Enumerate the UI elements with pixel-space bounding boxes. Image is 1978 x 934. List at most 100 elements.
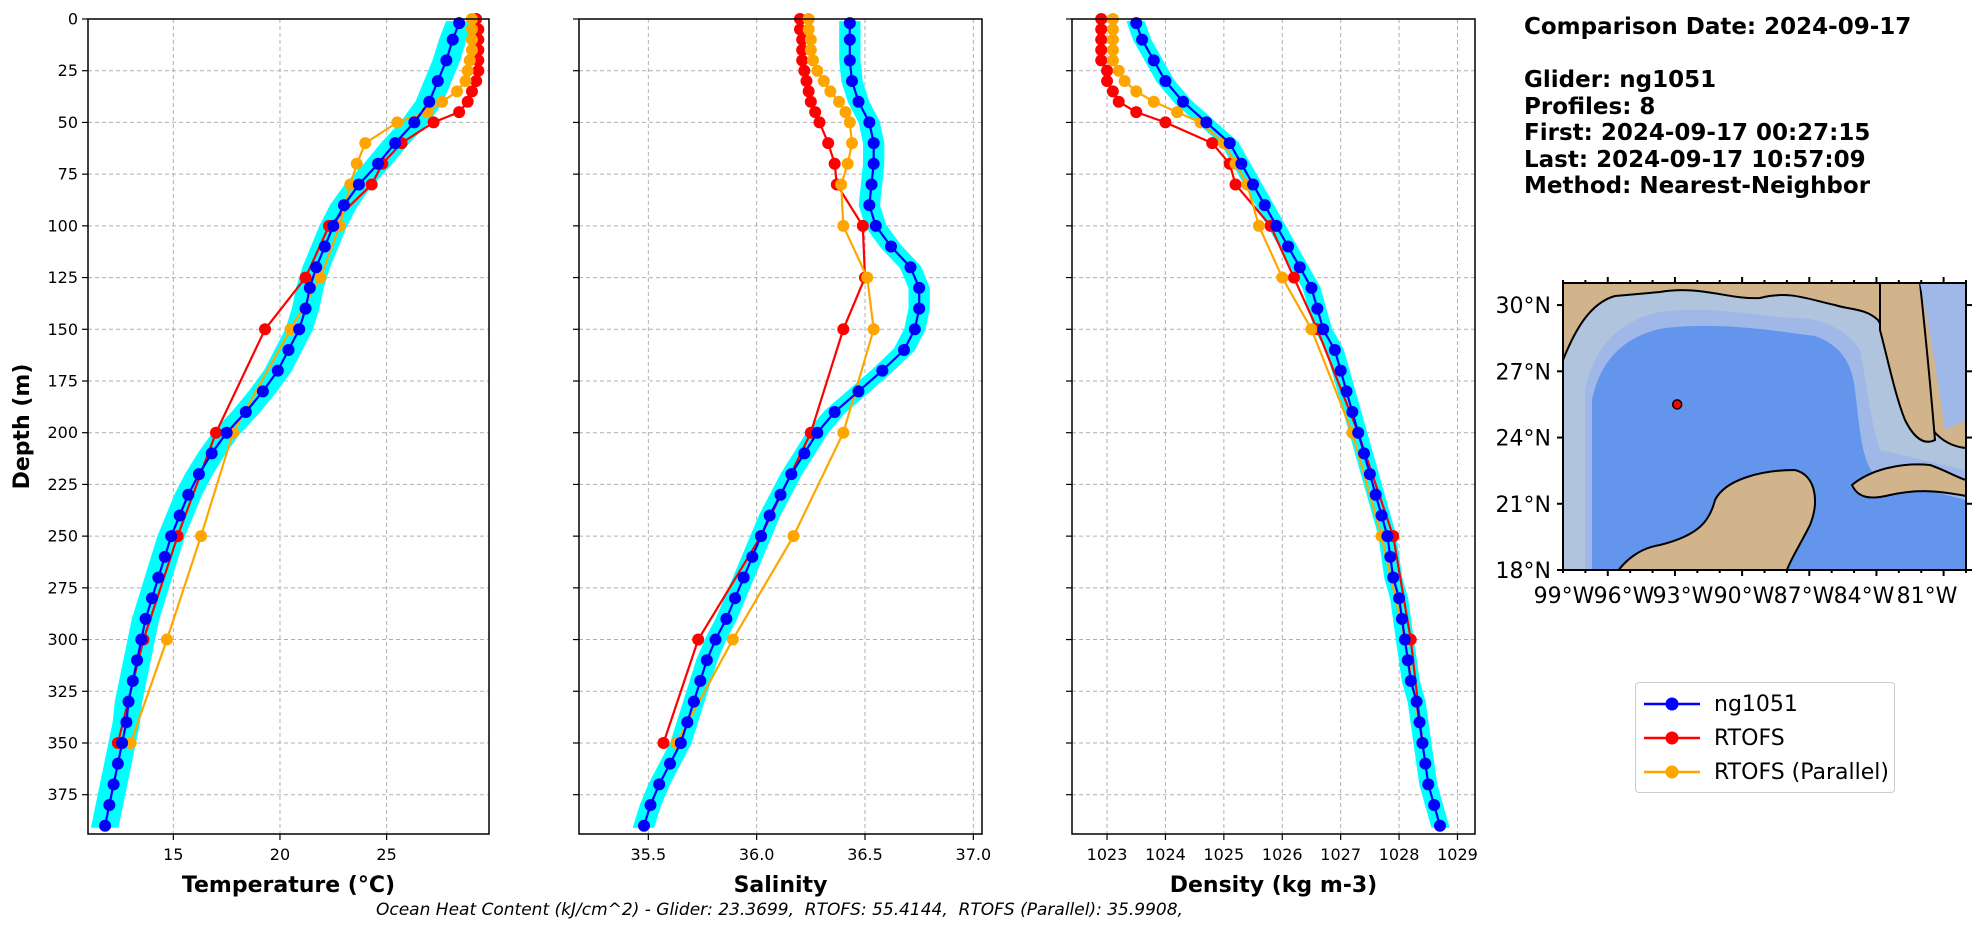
ocean-heat-content-caption: Ocean Heat Content (kJ/cm^2) - Glider: 2… (376, 900, 1183, 920)
data-point-glider (1398, 633, 1411, 646)
data-point-rtofs (453, 106, 466, 119)
data-point-glider (158, 550, 171, 563)
data-point-glider (1393, 592, 1406, 605)
legend-rtofs-swatch (1644, 731, 1700, 745)
data-point-glider (843, 33, 856, 46)
x-tick-label: 1025 (1203, 845, 1244, 864)
data-point-glider (1369, 488, 1382, 501)
density-panel: 1023 1024 1025 1026 1027 1028 1029 Density (kg … (1066, 13, 1478, 898)
data-point-rtofs (798, 64, 811, 77)
data-point-glider (131, 654, 144, 667)
data-point-glider (1328, 343, 1341, 356)
data-point-glider (299, 302, 312, 315)
data-point-rtofs-parallel (833, 95, 845, 108)
data-point-glider (116, 736, 129, 749)
data-point-glider (846, 75, 858, 88)
map-lat-label: 27°N (1496, 360, 1551, 385)
data-point-glider (111, 757, 124, 770)
interpolation-method: Method: Nearest-Neighbor (1524, 173, 1871, 199)
data-point-rtofs-parallel (461, 64, 474, 77)
data-point-rtofs (299, 271, 312, 284)
map-lat-label: 18°N (1496, 559, 1551, 584)
data-point-rtofs (1106, 85, 1119, 98)
x-tick-label: 37.0 (956, 845, 992, 864)
data-point-glider (852, 385, 865, 398)
data-point-glider (1352, 426, 1365, 439)
data-point-glider (785, 468, 798, 481)
y-axis-label: Depth (m) (10, 364, 35, 490)
data-point-rtofs (796, 33, 809, 46)
data-point-glider (440, 54, 453, 67)
data-point-rtofs-parallel (1171, 106, 1184, 119)
data-point-glider (664, 757, 676, 770)
data-point-rtofs-parallel (843, 116, 856, 129)
data-point-glider (674, 736, 687, 749)
data-point-glider (1282, 240, 1295, 253)
data-point-glider (122, 695, 135, 708)
data-point-glider (152, 571, 165, 584)
data-point-glider (1159, 75, 1172, 88)
data-point-rtofs-parallel (284, 323, 297, 336)
data-point-glider (700, 654, 713, 667)
data-point-rtofs-parallel (465, 23, 478, 36)
data-point-glider (453, 17, 466, 30)
map-lat-label: 21°N (1496, 493, 1551, 518)
axes-frame (87, 18, 490, 835)
data-point-rtofs (800, 75, 813, 88)
data-point-rtofs-parallel (837, 219, 850, 232)
data-point-glider (709, 633, 722, 646)
data-point-glider (165, 530, 178, 543)
series-line-glider (1135, 22, 1442, 827)
data-point-glider (126, 674, 139, 687)
series-line-glider (642, 23, 921, 827)
data-point-glider (774, 488, 787, 501)
x-axis-label: Density (kg m-3) (1170, 873, 1378, 898)
data-point-rtofs-parallel (1276, 271, 1289, 284)
data-point-glider (653, 778, 666, 791)
data-point-rtofs (465, 85, 478, 98)
data-point-glider (431, 75, 444, 88)
data-point-rtofs (1101, 64, 1114, 77)
data-point-glider (1422, 778, 1435, 791)
data-point-rtofs (692, 633, 705, 646)
map-lon-label: 90°W (1714, 584, 1775, 609)
data-point-glider (885, 240, 897, 253)
data-point-glider (1387, 571, 1400, 584)
data-point-rtofs-parallel (124, 736, 137, 749)
x-tick-label: 15 (163, 845, 183, 864)
data-point-glider (729, 592, 741, 605)
map-lat-label: 30°N (1496, 294, 1551, 319)
data-point-glider (1258, 199, 1271, 212)
data-point-rtofs-parallel (436, 95, 449, 108)
data-point-rtofs-parallel (787, 530, 800, 543)
legend-label-rtofs: RTOFS (1714, 725, 1785, 751)
data-point-glider (205, 447, 218, 460)
data-point-glider (173, 509, 186, 522)
data-point-rtofs (470, 75, 483, 88)
series-glider (638, 17, 926, 832)
data-point-rtofs (1287, 271, 1300, 284)
data-point-glider (746, 550, 759, 563)
data-point-glider (239, 406, 252, 419)
data-point-rtofs-parallel (835, 178, 848, 191)
data-point-rtofs (472, 64, 485, 77)
data-point-glider (898, 343, 910, 356)
data-point-glider (869, 219, 882, 232)
data-point-glider (1381, 530, 1394, 543)
data-point-glider (694, 674, 707, 687)
data-point-glider (1419, 757, 1432, 770)
map-lon-label: 84°W (1834, 584, 1895, 609)
data-point-rtofs (796, 44, 809, 57)
data-point-glider (638, 819, 650, 832)
x-tick-label: 1027 (1320, 845, 1361, 864)
data-point-rtofs-parallel (839, 106, 852, 119)
data-point-rtofs-parallel (867, 323, 880, 336)
data-point-glider (828, 406, 841, 419)
data-point-rtofs (259, 323, 272, 336)
data-point-rtofs (796, 54, 809, 67)
data-point-rtofs (1095, 54, 1108, 67)
y-tick-label: 325 (47, 682, 78, 701)
data-point-glider (1334, 364, 1347, 377)
data-point-rtofs-parallel (802, 23, 815, 36)
map-lon-label: 81°W (1897, 584, 1958, 609)
